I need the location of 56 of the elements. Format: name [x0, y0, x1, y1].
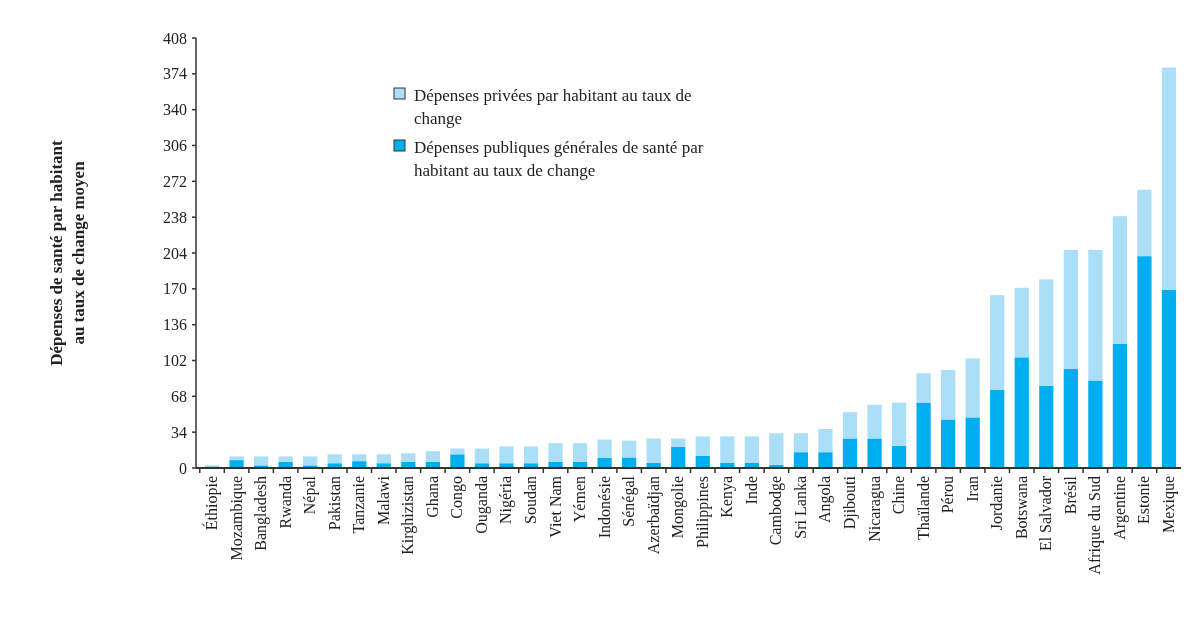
x-tick-label: Ouganda — [472, 476, 491, 534]
x-tick-label: Bangladesh — [252, 476, 271, 551]
x-tick-label: Brésil — [1061, 475, 1079, 515]
x-tick-label: Soudan — [522, 476, 540, 524]
x-tick-label: Sénégal — [620, 475, 639, 527]
x-tick-label: Tanzanie — [350, 476, 368, 534]
y-tick-label: 340 — [163, 101, 187, 119]
x-tick-label: Philippines — [693, 476, 712, 549]
y-tick-label: 238 — [163, 208, 187, 226]
x-tick-label: Nicaragua — [865, 476, 884, 542]
x-tick-label: Thaïlande — [914, 476, 932, 540]
x-tick-label: Kirghizistan — [399, 476, 418, 555]
x-tick-label: Inde — [742, 476, 760, 505]
x-tick-label: Pakistan — [325, 476, 343, 531]
x-tick-label: Afrique du Sud — [1086, 476, 1105, 575]
x-tick-label: Kenya — [718, 476, 737, 518]
x-tick-label: Azerbaïdjan — [644, 476, 663, 555]
x-tick-label: Djibouti — [840, 475, 859, 530]
x-tick-label: Yémen — [571, 476, 589, 523]
x-tick-label: Éthiopie — [202, 476, 222, 531]
x-tick-label: Ghana — [423, 476, 441, 518]
x-tick-label: Rwanda — [276, 476, 294, 529]
x-tick-label: Mongolie — [669, 476, 688, 539]
x-tick-label: Argentine — [1110, 476, 1129, 540]
y-tick-label: 306 — [163, 137, 187, 155]
y-tick-label: 34 — [171, 423, 187, 441]
x-tick-label: Nigéria — [497, 476, 516, 524]
x-tick-label: Estonie — [1135, 476, 1153, 524]
y-tick-label: 102 — [163, 352, 187, 370]
x-tick-label: Népal — [301, 475, 320, 515]
y-tick-label: 272 — [163, 172, 187, 190]
y-tick-label: 68 — [171, 387, 187, 405]
x-tick-label: Pérou — [939, 476, 957, 514]
x-tick-label: Iran — [963, 476, 981, 502]
x-tick-label: Botswana — [1012, 476, 1030, 540]
x-tick-label: Congo — [448, 476, 467, 519]
x-tick-label: Mexique — [1159, 476, 1178, 533]
x-tick-label: Cambodge — [767, 476, 786, 546]
x-tick-label: Viet Nam — [546, 475, 564, 538]
y-tick-label: 374 — [163, 65, 187, 83]
x-tick-label: Angola — [816, 476, 835, 524]
y-tick-label: 204 — [163, 244, 187, 262]
x-tick-label: Sri Lanka — [791, 476, 809, 539]
x-tick-label: Indonésie — [595, 476, 613, 539]
y-tick-label: 408 — [163, 29, 187, 47]
y-axis-title: Dépenses de santé par habitant au taux de change moyen — [47, 139, 88, 366]
legend-label: Dépenses publiques générales de santé par habitant au taux de change — [414, 137, 704, 180]
y-tick-label: 170 — [163, 280, 187, 298]
x-tick-label: Mozambique — [227, 476, 246, 561]
x-tick-label: Malawi — [374, 475, 392, 525]
x-tick-label: El Salvador — [1037, 475, 1055, 552]
x-tick-label: Jordanie — [988, 476, 1006, 531]
y-tick-label: 136 — [163, 316, 187, 334]
legend-label: Dépenses privées par habitant au taux de change — [414, 85, 692, 128]
y-tick-label: 0 — [179, 459, 187, 477]
x-tick-label: Chine — [890, 476, 908, 515]
